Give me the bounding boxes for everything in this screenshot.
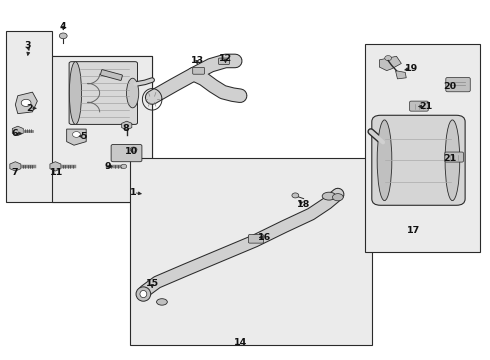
FancyBboxPatch shape [410,101,428,111]
FancyBboxPatch shape [219,58,229,64]
FancyBboxPatch shape [111,144,142,162]
Text: 4: 4 [60,22,67,31]
FancyBboxPatch shape [248,234,264,243]
Text: 20: 20 [443,82,457,91]
Circle shape [292,193,299,198]
FancyBboxPatch shape [100,70,122,80]
Text: 21: 21 [419,102,432,111]
Polygon shape [67,129,86,145]
Text: 16: 16 [258,233,271,242]
FancyBboxPatch shape [69,62,138,125]
Text: 21: 21 [443,154,457,163]
Ellipse shape [140,291,147,298]
Ellipse shape [377,120,392,201]
Circle shape [121,164,127,168]
FancyBboxPatch shape [193,67,204,74]
Text: 14: 14 [234,338,247,347]
Text: 19: 19 [405,64,418,73]
Text: 7: 7 [11,168,18,177]
Text: 18: 18 [297,200,310,209]
Polygon shape [379,56,401,71]
Text: 9: 9 [105,162,112,171]
Text: 15: 15 [146,279,159,288]
Bar [365,44,480,252]
Text: 3: 3 [24,41,31,50]
FancyBboxPatch shape [372,115,465,205]
Ellipse shape [445,120,460,201]
FancyBboxPatch shape [445,152,464,162]
Circle shape [73,132,80,137]
Polygon shape [395,71,406,79]
Ellipse shape [157,299,167,305]
Polygon shape [15,92,37,114]
Ellipse shape [126,78,139,108]
Text: 12: 12 [219,54,232,63]
Text: 8: 8 [122,123,129,132]
FancyBboxPatch shape [446,77,470,92]
Text: 1: 1 [130,188,137,197]
Text: 2: 2 [26,104,33,113]
Polygon shape [5,31,152,202]
Bar [52,56,152,202]
Ellipse shape [136,287,151,301]
Ellipse shape [70,62,81,125]
Text: 6: 6 [11,129,18,138]
Circle shape [21,99,31,107]
Text: 5: 5 [80,132,87,141]
Circle shape [130,147,137,152]
Bar [130,158,372,345]
Text: 10: 10 [125,147,138,156]
Circle shape [385,55,392,60]
Text: 11: 11 [50,168,64,177]
Text: 17: 17 [407,226,420,235]
Circle shape [59,33,67,39]
Text: 13: 13 [191,57,204,66]
Ellipse shape [332,194,343,201]
Ellipse shape [322,192,336,200]
